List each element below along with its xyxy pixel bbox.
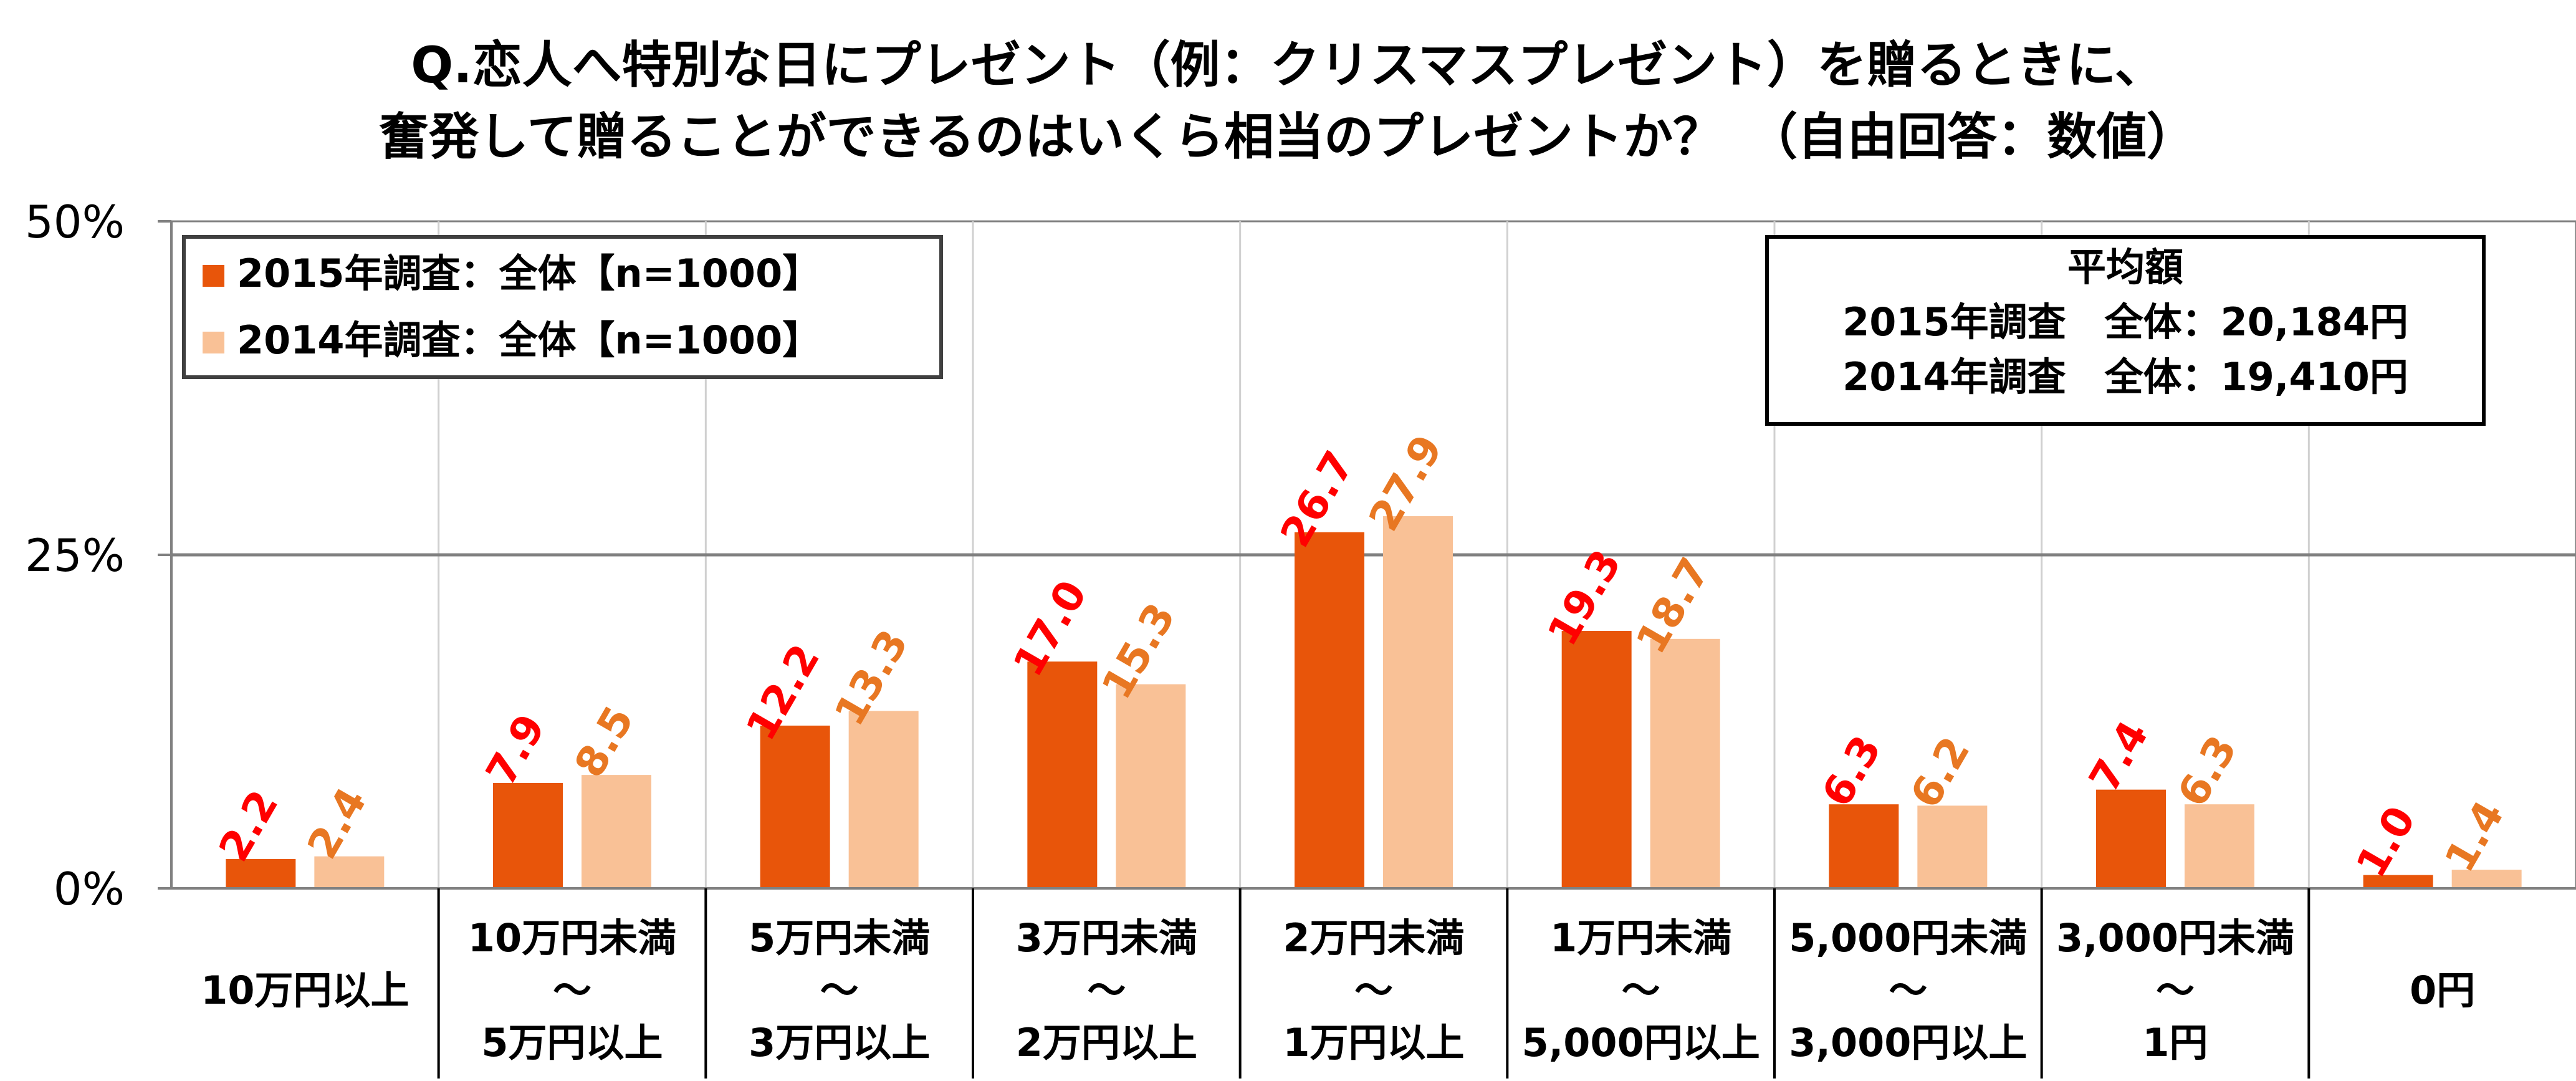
x-category-label: 2万円未満 [1283, 915, 1464, 961]
x-category-label: 3,000円以上 [1789, 1020, 2027, 1065]
bars [226, 516, 2522, 888]
bar-2014 [582, 775, 651, 888]
x-category-label: 5,000円以上 [1522, 1020, 1760, 1065]
bar-2015 [493, 782, 563, 888]
bar-2015 [1027, 661, 1098, 888]
x-category-label: 3万円未満 [1016, 915, 1197, 961]
x-category-label: ～ [553, 968, 591, 1013]
bar-2015 [2363, 875, 2433, 888]
bar-2015 [760, 725, 830, 888]
x-category-label: ～ [1622, 968, 1660, 1013]
y-axis-ticks: 0% 25% 50% [25, 196, 173, 915]
annotation-box [1765, 235, 2486, 426]
x-category-label: 5万円以上 [481, 1020, 663, 1065]
x-category-label: 5万円未満 [749, 915, 930, 961]
chart-title-line: 奮発して贈ることができるのはいくら相当のプレゼントか？ （自由回答：数値） [379, 108, 2196, 166]
bar-2015 [1561, 630, 1632, 888]
bar-2015 [1829, 804, 1899, 888]
legend: 2015年調査：全体【n=1000】 2014年調査：全体【n=1000】 [182, 235, 943, 379]
x-category-label: 1円 [2142, 1020, 2208, 1065]
chart-title: Q.恋人へ特別な日にプレゼント（例：クリスマスプレゼント）を贈るときに、奮発して… [379, 36, 2196, 166]
legend-swatch [203, 332, 224, 353]
x-category-label: ～ [820, 968, 859, 1013]
y-tick-label: 25% [25, 529, 125, 582]
legend-label: 2014年調査：全体【n=1000】 [237, 317, 821, 363]
x-category-label: 10万円未満 [468, 915, 676, 961]
bar-2015 [2096, 789, 2166, 888]
bar-2014 [2451, 870, 2522, 888]
bar-2014 [1650, 638, 1720, 888]
x-category-label: 1万円未満 [1550, 915, 1731, 961]
bar-2015 [226, 858, 296, 888]
x-category-label: 3万円以上 [749, 1020, 930, 1065]
x-category-label: ～ [1889, 968, 1927, 1013]
bar-2014 [1917, 805, 1988, 888]
x-category-label: 5,000円未満 [1789, 915, 2027, 961]
y-tick-label: 0% [54, 863, 125, 915]
x-category-label: 0円 [2410, 968, 2475, 1013]
legend-box [182, 235, 943, 379]
x-category-label: ～ [1087, 968, 1126, 1013]
bar-2014 [2185, 804, 2254, 888]
x-category-label: 3,000円未満 [2056, 915, 2294, 961]
x-category-label: 1万円以上 [1283, 1020, 1464, 1065]
average-annotation-box: 平均額 2015年調査 全体：20,184円 2014年調査 全体：19,410円 [1765, 235, 2486, 426]
bar-2014 [1383, 516, 1453, 888]
legend-label: 2015年調査：全体【n=1000】 [237, 251, 821, 296]
legend-swatch [203, 265, 224, 287]
bar-2014 [1116, 684, 1186, 888]
annotation-line: 2014年調査 全体：19,410円 [1842, 354, 2408, 400]
annotation-line: 2015年調査 全体：20,184円 [1842, 299, 2408, 345]
x-category-label: ～ [1354, 968, 1393, 1013]
bar-2014 [314, 856, 385, 888]
y-tick-label: 50% [25, 196, 125, 248]
chart-title-line: Q.恋人へ特別な日にプレゼント（例：クリスマスプレゼント）を贈るときに、 [411, 36, 2165, 94]
annotation-line: 平均額 [2067, 244, 2183, 290]
x-axis-category-table: 10万円以上 10万円未満 ～ 5万円以上 5万円未満 ～ 3万円以上 3万円未満 ～ 2万円以上… [171, 887, 2576, 1079]
x-category-label: 2万円以上 [1016, 1020, 1197, 1065]
x-category-label: ～ [2156, 968, 2195, 1013]
bar-2015 [1295, 532, 1364, 888]
x-category-label: 10万円以上 [201, 968, 409, 1013]
bar-2014 [848, 711, 919, 888]
